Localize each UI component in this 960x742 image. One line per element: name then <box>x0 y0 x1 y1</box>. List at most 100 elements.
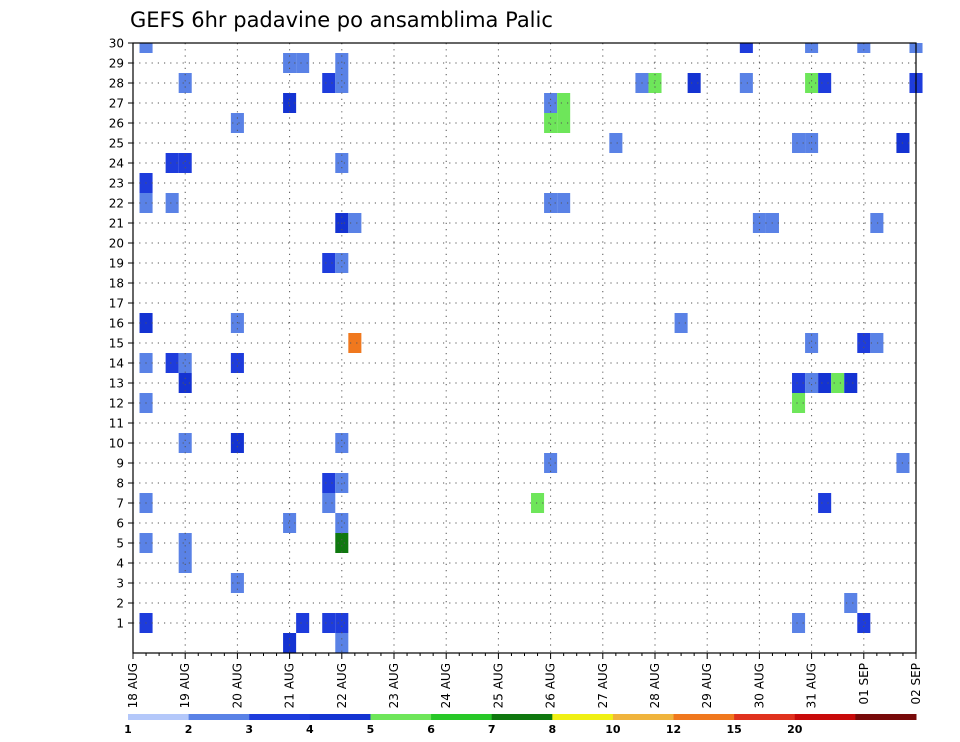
colorbar-swatch <box>734 714 796 720</box>
precip-cell <box>544 193 558 213</box>
colorbar-label: 15 <box>726 723 741 736</box>
colorbar-label: 1 <box>124 723 132 736</box>
x-tick-label: 30 AUG <box>752 663 766 708</box>
x-tick-label: 27 AUG <box>596 663 610 708</box>
precip-cell <box>870 213 884 233</box>
precip-cell <box>335 533 349 553</box>
precip-cell <box>818 373 832 393</box>
precip-cell <box>335 153 349 173</box>
precip-cell <box>335 53 349 73</box>
precip-cell <box>544 113 558 133</box>
y-tick-label: 17 <box>109 297 124 311</box>
y-tick-label: 12 <box>109 397 124 411</box>
x-tick-label: 02 SEP <box>909 663 923 705</box>
precip-cell <box>322 493 336 513</box>
colorbar-label: 3 <box>245 723 253 736</box>
colorbar-swatch <box>794 714 856 720</box>
precip-cell <box>844 593 858 613</box>
precip-cell <box>322 613 336 633</box>
precip-cell <box>178 533 192 553</box>
y-tick-label: 25 <box>109 137 124 151</box>
precip-cell <box>335 433 349 453</box>
x-tick-label: 21 AUG <box>283 663 297 708</box>
colorbar-swatch <box>249 714 311 720</box>
precip-cell <box>544 453 558 473</box>
precip-cell <box>792 373 806 393</box>
x-tick-label: 20 AUG <box>230 663 244 708</box>
precip-cell <box>674 313 688 333</box>
colorbar-label: 12 <box>666 723 681 736</box>
colorbar-label: 5 <box>367 723 375 736</box>
y-tick-label: 27 <box>109 97 124 111</box>
x-tick-label: 28 AUG <box>648 663 662 708</box>
precip-cell <box>544 93 558 113</box>
precip-cell <box>283 53 297 73</box>
y-tick-label: 21 <box>109 217 124 231</box>
precip-cell <box>139 43 153 53</box>
y-tick-label: 28 <box>109 77 124 91</box>
precip-cell <box>831 373 845 393</box>
y-tick-label: 11 <box>109 417 124 431</box>
y-tick-label: 23 <box>109 177 124 191</box>
y-tick-label: 3 <box>116 577 124 591</box>
precip-cell <box>557 193 571 213</box>
colorbar-label: 4 <box>306 723 314 736</box>
precip-cell <box>805 373 819 393</box>
precip-cell <box>792 133 806 153</box>
colorbar-swatch <box>309 714 371 720</box>
x-tick-label: 24 AUG <box>439 663 453 708</box>
colorbar-label: 7 <box>488 723 496 736</box>
precip-cell <box>178 433 192 453</box>
y-tick-label: 20 <box>109 237 124 251</box>
precip-cell <box>283 633 297 653</box>
precip-cell <box>792 613 806 633</box>
precip-cell <box>178 553 192 573</box>
colorbar-swatch <box>431 714 493 720</box>
y-tick-label: 29 <box>109 57 124 71</box>
x-tick-label: 19 AUG <box>178 663 192 708</box>
x-tick-label: 18 AUG <box>126 663 140 708</box>
y-tick-label: 9 <box>116 457 124 471</box>
y-tick-label: 10 <box>109 437 124 451</box>
precip-cell <box>230 113 244 133</box>
y-tick-label: 24 <box>109 157 124 171</box>
y-tick-label: 6 <box>116 517 124 531</box>
y-tick-label: 5 <box>116 537 124 551</box>
colorbar-label: 8 <box>548 723 556 736</box>
y-tick-label: 18 <box>109 277 124 291</box>
precip-cell <box>230 353 244 373</box>
precip-cell <box>335 613 349 633</box>
colorbar-swatch <box>491 714 553 720</box>
y-tick-label: 1 <box>116 617 124 631</box>
precip-cell <box>322 253 336 273</box>
precip-cell <box>178 353 192 373</box>
x-tick-label: 29 AUG <box>700 663 714 708</box>
precip-cell <box>335 633 349 653</box>
precip-cell <box>792 393 806 413</box>
precip-cell <box>844 373 858 393</box>
y-axis: 1234567891011121314151617181920212223242… <box>109 37 133 631</box>
x-tick-label: 26 AUG <box>544 663 558 708</box>
precip-cell <box>870 333 884 353</box>
precip-cell <box>335 513 349 533</box>
chart-title: GEFS 6hr padavine po ansamblima Palic <box>130 8 553 32</box>
precip-cell <box>296 613 310 633</box>
precip-cell <box>283 513 297 533</box>
precip-cell <box>531 493 545 513</box>
precip-cell <box>818 73 832 93</box>
y-tick-label: 19 <box>109 257 124 271</box>
precip-cells <box>139 43 923 653</box>
y-tick-label: 16 <box>109 317 124 331</box>
x-tick-label: 31 AUG <box>805 663 819 708</box>
precip-cell <box>818 493 832 513</box>
colorbar-swatch <box>612 714 675 720</box>
precip-cell <box>348 333 362 353</box>
precip-cell <box>283 93 297 113</box>
colorbar-swatch <box>128 714 190 720</box>
precip-cell <box>557 113 571 133</box>
precip-cell <box>348 213 362 233</box>
colorbar-label: 10 <box>605 723 621 736</box>
y-tick-label: 8 <box>116 477 124 491</box>
precip-cell <box>857 613 871 633</box>
